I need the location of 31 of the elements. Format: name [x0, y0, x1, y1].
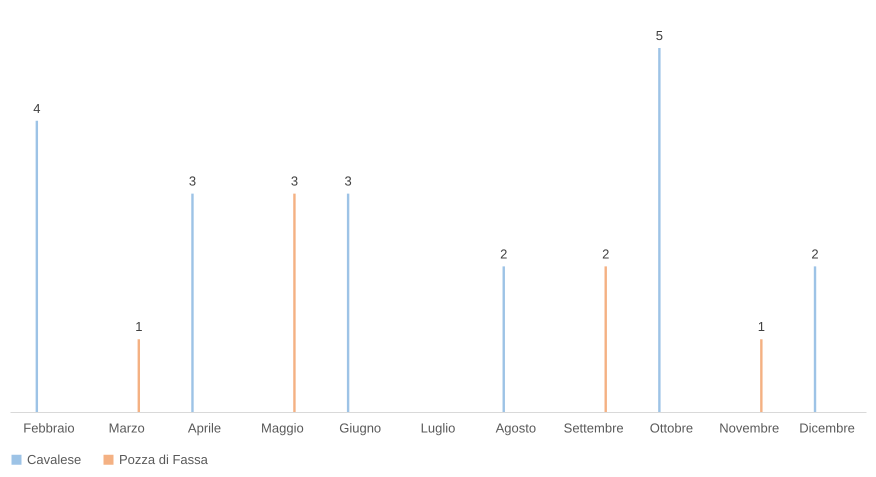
data-label: 2 — [811, 246, 819, 262]
x-tick-label: Dicembre — [799, 420, 855, 436]
x-tick-label: Giugno — [339, 420, 382, 436]
data-label: 1 — [135, 319, 142, 334]
bar — [346, 194, 350, 412]
data-label: 2 — [602, 246, 610, 262]
bar — [604, 266, 607, 412]
x-tick-label: Luglio — [420, 420, 456, 436]
x-tick-label: Settembre — [564, 420, 624, 436]
bar — [36, 120, 38, 412]
bar — [658, 48, 661, 412]
data-label: 4 — [33, 100, 40, 116]
bar — [138, 339, 140, 412]
bar — [502, 266, 505, 412]
legend-label: Cavalese — [27, 452, 82, 467]
x-tick-label: Marzo — [108, 420, 145, 436]
data-label: 2 — [500, 246, 508, 262]
legend-label: Pozza di Fassa — [119, 452, 209, 467]
x-tick-label: Agosto — [496, 420, 536, 436]
data-label: 1 — [758, 319, 765, 334]
data-label: 3 — [290, 174, 298, 189]
data-label: 5 — [656, 28, 663, 43]
bar — [293, 194, 296, 412]
x-tick-label: Febbraio — [23, 420, 75, 436]
bar — [760, 339, 763, 412]
x-tick-label: Ottobre — [650, 420, 694, 436]
data-label: 3 — [188, 174, 196, 189]
data-label: 3 — [344, 174, 352, 189]
x-tick-label: Maggio — [261, 420, 304, 436]
x-tick-label: Aprile — [188, 420, 222, 436]
x-tick-label: Novembre — [719, 420, 780, 436]
